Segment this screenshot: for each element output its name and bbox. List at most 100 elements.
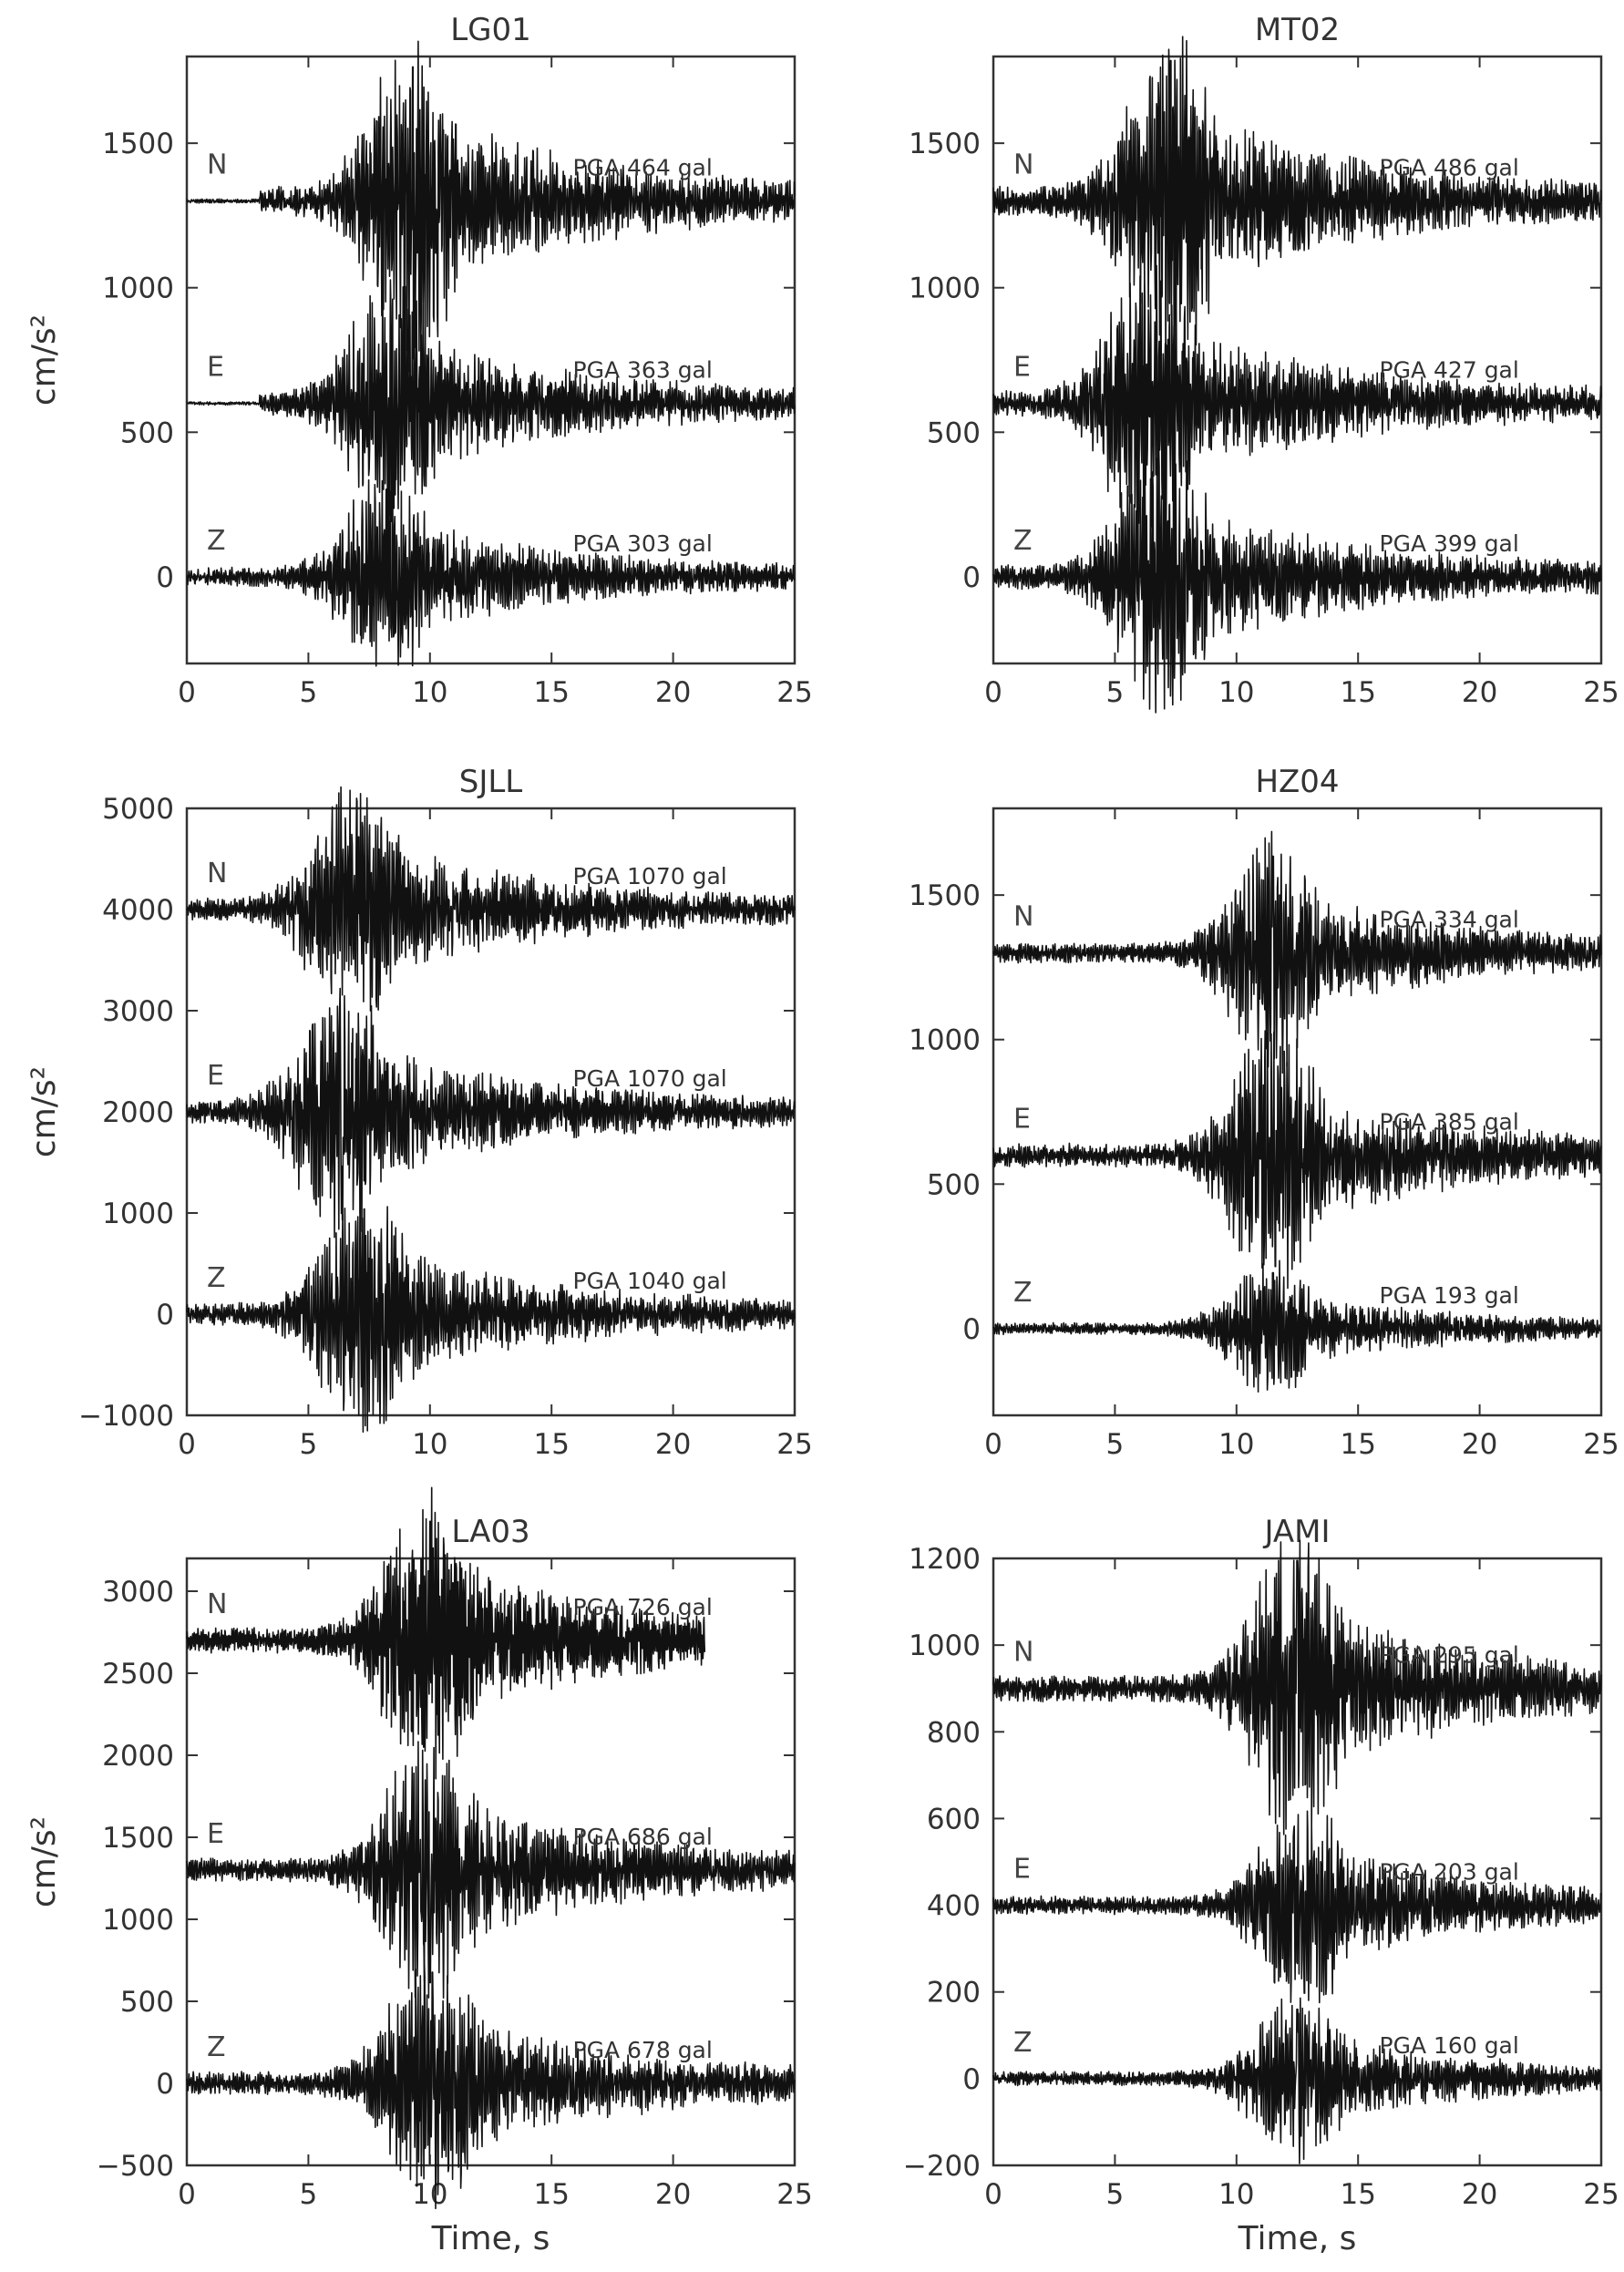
mt02-pga-label-n: PGA 486 gal xyxy=(1380,155,1519,181)
la03-trace-n xyxy=(186,1486,706,1780)
la03-y-tick-label: 1000 xyxy=(102,1904,174,1937)
jami-component-label-z: Z xyxy=(1013,2027,1033,2059)
la03-x-tick-label: 25 xyxy=(776,2178,812,2211)
la03-pga-label-n: PGA 726 gal xyxy=(573,1594,713,1620)
sjll-x-tick-label: 20 xyxy=(655,1428,691,1461)
la03-x-tick-label: 0 xyxy=(178,2178,196,2211)
hz04-y-tick-label: 0 xyxy=(962,1313,981,1346)
lg01-pga-label-z: PGA 303 gal xyxy=(573,530,713,557)
sjll-pga-label-e: PGA 1070 gal xyxy=(573,1065,727,1092)
sjll-trace-n xyxy=(186,786,796,1012)
jami-x-tick-label: 25 xyxy=(1583,2178,1619,2211)
mt02-x-tick-label: 10 xyxy=(1218,676,1254,709)
lg01-x-tick-label: 5 xyxy=(300,676,318,709)
hz04-pga-label-n: PGA 334 gal xyxy=(1380,907,1519,933)
mt02-pga-label-e: PGA 427 gal xyxy=(1380,357,1519,384)
mt02-component-label-n: N xyxy=(1013,149,1033,181)
sjll-y-tick-label: 0 xyxy=(156,1299,174,1331)
hz04-trace-e xyxy=(992,1030,1602,1290)
hz04-component-label-e: E xyxy=(1013,1104,1031,1136)
jami-y-tick-label: −200 xyxy=(903,2150,981,2183)
mt02-panel-title: MT02 xyxy=(1255,12,1340,48)
la03-panel-title: LA03 xyxy=(451,1514,529,1550)
la03-trace-e xyxy=(186,1741,796,1999)
sjll-pga-label-n: PGA 1070 gal xyxy=(573,863,727,889)
sjll-y-tick-label: 2000 xyxy=(102,1096,174,1129)
lg01-y-tick-label: 1500 xyxy=(102,128,174,160)
jami-x-tick-label: 15 xyxy=(1340,2178,1375,2211)
mt02-pga-label-z: PGA 399 gal xyxy=(1380,530,1519,557)
hz04-pga-label-e: PGA 385 gal xyxy=(1380,1109,1519,1136)
mt02-trace-e xyxy=(992,264,1602,540)
hz04-plot-frame xyxy=(992,807,1603,1417)
sjll-trace-z xyxy=(186,1187,796,1433)
lg01-component-label-e: E xyxy=(207,352,224,384)
sjll-component-label-n: N xyxy=(207,858,227,889)
jami-trace-z xyxy=(992,1997,1602,2164)
mt02-component-label-z: Z xyxy=(1013,525,1033,557)
mt02-y-tick-label: 1000 xyxy=(909,272,981,305)
jami-trace-e xyxy=(992,1810,1602,2004)
mt02-x-tick-label: 20 xyxy=(1462,676,1497,709)
lg01-trace-e xyxy=(186,276,796,523)
sjll-y-tick-label: 3000 xyxy=(102,995,174,1028)
lg01-x-tick-label: 10 xyxy=(412,676,447,709)
la03-y-tick-label: 3000 xyxy=(102,1576,174,1609)
la03-x-tick-label: 20 xyxy=(655,2178,691,2211)
hz04-component-label-n: N xyxy=(1013,901,1033,933)
lg01-component-label-n: N xyxy=(207,149,227,181)
jami-y-tick-label: 1200 xyxy=(909,1543,981,1576)
la03-pga-label-z: PGA 678 gal xyxy=(573,2037,713,2063)
hz04-trace-z xyxy=(992,1259,1602,1393)
mt02-y-tick-label: 0 xyxy=(962,561,981,594)
jami-pga-label-n: PGA 295 gal xyxy=(1380,1642,1519,1669)
la03-component-label-n: N xyxy=(207,1588,227,1620)
jami-plot-frame xyxy=(992,1557,1603,2167)
lg01-plot-frame xyxy=(185,55,797,665)
jami-y-tick-label: 400 xyxy=(927,1890,981,1923)
sjll-component-label-e: E xyxy=(207,1060,224,1092)
mt02-component-label-e: E xyxy=(1013,352,1031,384)
hz04-x-tick-label: 20 xyxy=(1462,1428,1497,1461)
hz04-x-tick-label: 5 xyxy=(1106,1428,1125,1461)
mt02-x-tick-label: 5 xyxy=(1106,676,1125,709)
sjll-trace-e xyxy=(186,987,796,1239)
la03-y-tick-label: 2500 xyxy=(102,1658,174,1691)
jami-component-label-n: N xyxy=(1013,1637,1033,1669)
hz04-x-tick-label: 0 xyxy=(984,1428,1002,1461)
jami-x-tick-label: 5 xyxy=(1106,2178,1125,2211)
lg01-y-axis-label: cm/s² xyxy=(26,314,63,406)
lg01-y-tick-label: 1000 xyxy=(102,272,174,305)
sjll-pga-label-z: PGA 1040 gal xyxy=(573,1268,727,1294)
jami-trace-n xyxy=(992,1539,1602,1835)
hz04-pga-label-z: PGA 193 gal xyxy=(1380,1282,1519,1309)
la03-component-label-z: Z xyxy=(207,2031,226,2063)
mt02-x-tick-label: 15 xyxy=(1340,676,1375,709)
mt02-y-tick-label: 1500 xyxy=(909,128,981,160)
hz04-trace-n xyxy=(992,830,1602,1074)
hz04-y-tick-label: 1500 xyxy=(909,879,981,912)
hz04-panel-title: HZ04 xyxy=(1255,764,1339,800)
jami-y-tick-label: 600 xyxy=(927,1803,981,1835)
sjll-x-tick-label: 5 xyxy=(300,1428,318,1461)
la03-x-tick-label: 5 xyxy=(300,2178,318,2211)
lg01-x-tick-label: 0 xyxy=(178,676,196,709)
la03-y-tick-label: 0 xyxy=(156,2068,174,2101)
la03-x-tick-label: 15 xyxy=(533,2178,569,2211)
hz04-x-tick-label: 25 xyxy=(1583,1428,1619,1461)
lg01-x-tick-label: 20 xyxy=(655,676,691,709)
mt02-trace-n xyxy=(992,36,1602,374)
la03-component-label-e: E xyxy=(207,1818,224,1850)
mt02-plot-frame xyxy=(992,55,1603,665)
sjll-y-tick-label: 5000 xyxy=(102,793,174,826)
jami-x-tick-label: 10 xyxy=(1218,2178,1254,2211)
lg01-pga-label-e: PGA 363 gal xyxy=(573,357,713,384)
la03-y-axis-label: cm/s² xyxy=(26,1816,63,1907)
mt02-x-tick-label: 0 xyxy=(984,676,1002,709)
la03-x-tick-label: 10 xyxy=(412,2178,447,2211)
lg01-trace-z xyxy=(186,470,796,667)
jami-y-tick-label: 200 xyxy=(927,1977,981,2010)
la03-trace-z xyxy=(186,1958,796,2210)
sjll-y-tick-label: −1000 xyxy=(78,1400,174,1433)
la03-y-tick-label: 2000 xyxy=(102,1740,174,1773)
